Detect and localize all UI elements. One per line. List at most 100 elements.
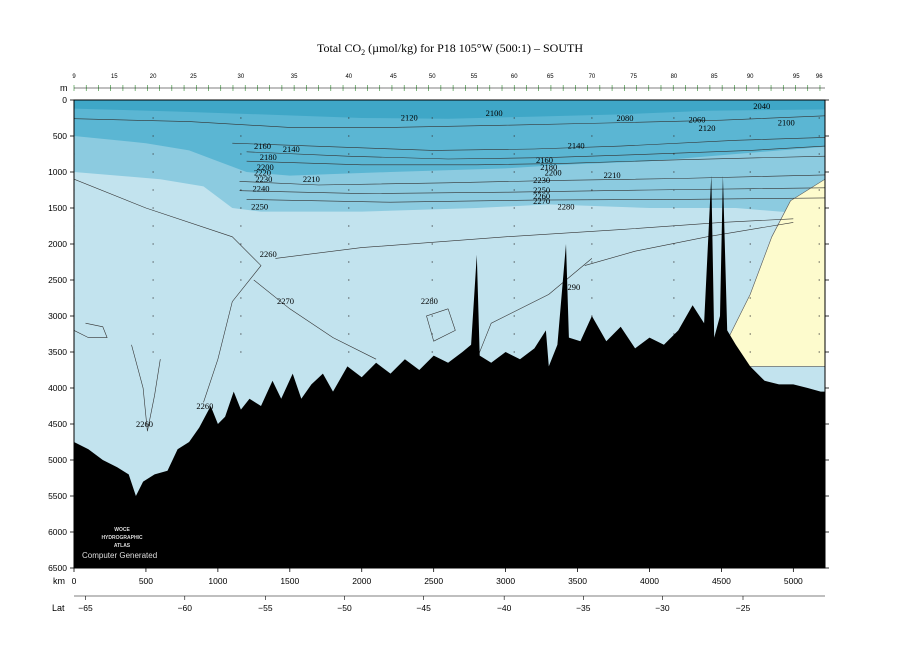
sample-dot [673, 117, 675, 119]
sample-dot [152, 243, 154, 245]
station-number-label: 35 [291, 74, 298, 80]
depth-tick-label: 6500 [48, 563, 67, 573]
sample-dot [818, 225, 820, 227]
depth-tick-label: 3000 [48, 311, 67, 321]
contour-label: 2280 [522, 382, 539, 392]
sample-dot [749, 297, 751, 299]
distance-unit-label: km [53, 576, 65, 586]
depth-tick-label: 1000 [48, 167, 67, 177]
distance-tick-label: 5000 [784, 576, 803, 586]
contour-label: 2290 [563, 282, 580, 292]
sample-dot [513, 225, 515, 227]
sample-dot [513, 117, 515, 119]
station-number-label: 9 [72, 74, 76, 80]
depth-tick-label: 2500 [48, 275, 67, 285]
depth-tick-label: 4000 [48, 383, 67, 393]
sample-dot [240, 225, 242, 227]
contour-label: 2260 [260, 249, 277, 259]
latitude-tick-label: −65 [78, 603, 93, 613]
bottom-topography [74, 175, 825, 568]
contour-label: 2140 [283, 144, 300, 154]
depth-axis: 0 500 1000 1500 2000 2500 3000 3500 4000 4500 5000… [48, 95, 74, 573]
contour-line-3 [246, 145, 825, 160]
sample-dot [152, 279, 154, 281]
contour-lines [74, 115, 825, 432]
contour-line-10 [253, 279, 377, 360]
depth-tick-label: 5500 [48, 491, 67, 501]
sample-dot [673, 153, 675, 155]
sample-dot [152, 315, 154, 317]
contour-label: 2160 [536, 155, 553, 165]
sample-dot [431, 261, 433, 263]
sample-dot [240, 135, 242, 137]
contour-label: 2060 [689, 114, 706, 124]
sample-dot [431, 243, 433, 245]
sample-dot [749, 315, 751, 317]
sample-dot [591, 279, 593, 281]
sample-dot [240, 207, 242, 209]
sample-dot [513, 207, 515, 209]
sample-dot [513, 351, 515, 353]
depth-axis-right [825, 99, 829, 569]
contour-label: 2260 [196, 401, 213, 411]
sample-dot [431, 333, 433, 335]
contour-label: 2250 [533, 185, 550, 195]
sample-dot [513, 315, 515, 317]
sample-dot [749, 189, 751, 191]
depth-tick-label: 2000 [48, 239, 67, 249]
station-number-label: 75 [630, 74, 637, 80]
watermark-line2: HYDROGRAPHIC [101, 535, 143, 541]
sample-dot [591, 117, 593, 119]
station-number-label: 50 [429, 74, 436, 80]
station-number-label: 40 [345, 74, 352, 80]
sample-dot [818, 189, 820, 191]
sample-dot [431, 225, 433, 227]
depth-tick-label: 4500 [48, 419, 67, 429]
station-number-label: 60 [511, 74, 518, 80]
latitude-tick-label: −30 [655, 603, 670, 613]
sample-dot [240, 333, 242, 335]
sample-dot [591, 171, 593, 173]
station-number-label: 80 [671, 74, 678, 80]
contour-label: 2200 [545, 168, 562, 178]
sample-dot [513, 279, 515, 281]
station-number-label: 90 [747, 74, 754, 80]
sample-dot [431, 207, 433, 209]
sample-dot [348, 225, 350, 227]
contour-label: 2120 [699, 123, 716, 133]
sample-dot [348, 135, 350, 137]
depth-unit-label: m [60, 83, 68, 93]
sample-dot [818, 333, 820, 335]
contour-label: 2270 [277, 296, 294, 306]
sample-dot [591, 135, 593, 137]
woce-watermark: WOCE HYDROGRAPHIC ATLAS Computer Generat… [82, 527, 157, 560]
watermark-line3: ATLAS [114, 543, 131, 549]
contour-label: 2230 [255, 174, 272, 184]
latitude-tick-label: −50 [337, 603, 352, 613]
sample-dot [818, 297, 820, 299]
sample-dot [348, 207, 350, 209]
station-number-label: 96 [816, 74, 823, 80]
distance-tick-label: 0 [72, 576, 77, 586]
station-number-label: 55 [471, 74, 478, 80]
sample-dot [348, 315, 350, 317]
station-number-label: 25 [190, 74, 197, 80]
sample-dot [152, 171, 154, 173]
contour-label: 2120 [401, 112, 418, 122]
sample-dot [591, 153, 593, 155]
sample-dot [152, 351, 154, 353]
contour-label: 2140 [568, 140, 585, 150]
sample-dot [749, 117, 751, 119]
contour-line-6 [239, 187, 825, 194]
latitude-tick-label: −55 [258, 603, 273, 613]
contour-line-8 [74, 178, 262, 403]
sample-dots [74, 117, 820, 353]
sample-dot [818, 153, 820, 155]
distance-tick-label: 500 [139, 576, 153, 586]
contour-label: 2210 [303, 174, 320, 184]
contour-line-7 [246, 197, 825, 203]
depth-tick-label: 6000 [48, 527, 67, 537]
distance-tick-label: 3000 [496, 576, 515, 586]
sample-dot [348, 351, 350, 353]
